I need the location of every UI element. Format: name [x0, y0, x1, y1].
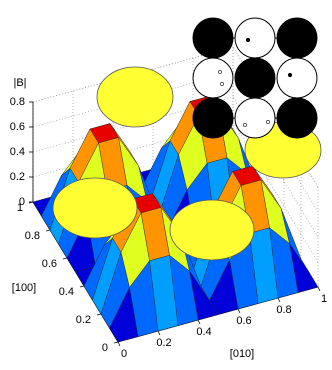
y-tick — [45, 229, 51, 232]
y-tick — [79, 285, 85, 288]
y-tick-label: 0 — [102, 342, 108, 354]
inset-circle — [234, 17, 276, 59]
x-axis-label: [010] — [230, 348, 254, 360]
inset-dot — [220, 82, 224, 86]
x-tick-label: 1 — [321, 293, 327, 305]
x-tick — [237, 308, 241, 314]
y-tick — [113, 341, 119, 344]
z-tick-label: 0.4 — [10, 146, 25, 158]
x-tick-label: 0.8 — [276, 304, 291, 316]
inset-dot — [243, 123, 247, 127]
overlay — [52, 17, 322, 261]
inset-circle — [234, 57, 276, 99]
inset-circle — [192, 57, 234, 99]
x-tick-label: 0.6 — [236, 315, 251, 327]
yellow-disc — [96, 66, 174, 128]
y-axis-label: [100] — [12, 282, 36, 294]
z-tick-label: 0.8 — [10, 96, 25, 108]
y-tick-label: 0.4 — [59, 286, 74, 298]
inset-circle — [276, 17, 318, 59]
y-tick-label: 0.6 — [42, 258, 57, 270]
yellow-disc — [52, 177, 138, 239]
inset-dot — [218, 70, 222, 74]
inset-circle — [234, 97, 276, 139]
inset-circle — [192, 97, 234, 139]
y-tick-label: 0.2 — [76, 314, 91, 326]
inset-circle — [276, 57, 318, 99]
inset-dot — [287, 72, 293, 78]
yellow-disc — [169, 199, 255, 261]
z-tick-label: 0.6 — [10, 121, 25, 133]
inset-diagram — [192, 17, 318, 139]
x-tick — [117, 341, 121, 347]
inset-circle — [276, 97, 318, 139]
z-tick-label: 0.2 — [10, 171, 25, 183]
x-tick — [157, 330, 161, 336]
x-tick — [317, 286, 321, 292]
inset-circle — [192, 17, 234, 59]
y-tick-label: 0.8 — [25, 230, 40, 242]
z-axis-label: |B| — [13, 77, 26, 89]
inset-dot — [266, 120, 270, 124]
surface-patch — [109, 286, 139, 343]
x-tick-label: 0.2 — [156, 337, 171, 349]
x-tick-label: 0.4 — [196, 326, 211, 338]
y-tick-label: 1 — [17, 202, 23, 214]
y-tick — [62, 257, 68, 260]
x-tick — [277, 297, 281, 303]
x-tick — [197, 319, 201, 325]
grid-line — [232, 121, 319, 263]
z-tick-label: 0 — [19, 196, 25, 208]
inset-dot — [245, 37, 251, 43]
x-tick-label: 0 — [121, 348, 127, 360]
y-tick — [96, 313, 102, 316]
